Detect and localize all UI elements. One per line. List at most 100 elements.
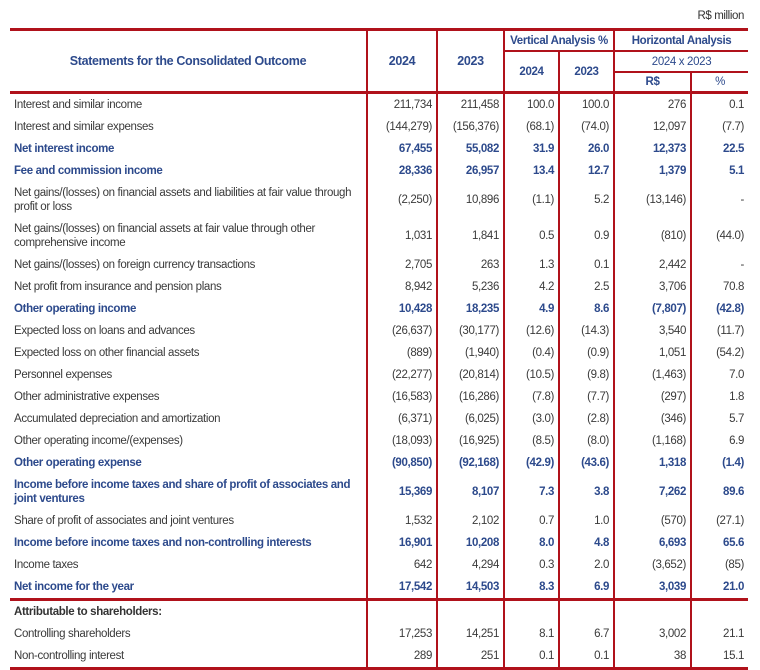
vertical-2024-cell: 8.3 <box>503 576 559 600</box>
table-row: Other administrative expenses (16,583) (16… <box>10 386 749 408</box>
value-2024-cell: 17,542 <box>366 576 437 600</box>
vertical-2023-cell: 6.7 <box>557 623 615 645</box>
vertical-2024-cell: 8.1 <box>503 623 559 645</box>
value-2023-cell: 10,896 <box>436 182 504 218</box>
row-label: Net interest income <box>14 143 115 155</box>
vertical-2024-cell: 100.0 <box>503 92 559 116</box>
vertical-2023-cell: 4.8 <box>557 532 615 554</box>
value-2024-cell: 642 <box>366 554 437 576</box>
vertical-2024-cell: (7.8) <box>503 386 559 408</box>
horizontal-rs-cell: (3,652) <box>613 554 692 576</box>
horizontal-rs-cell: (1,168) <box>613 430 692 452</box>
table-row: Expected loss on loans and advances (26,6… <box>10 320 749 342</box>
unit-label: R$ million <box>697 10 745 22</box>
value-2023-cell: 211,458 <box>436 92 504 116</box>
row-label: Income before income taxes and non-contr… <box>14 537 312 549</box>
value-2023-cell: 251 <box>436 645 504 670</box>
vertical-2023-cell: 2.0 <box>557 554 615 576</box>
value-2023-cell: (1,940) <box>436 342 504 364</box>
table-row: Net gains/(losses) on foreign currency t… <box>10 254 749 276</box>
vertical-2024-cell: 1.3 <box>503 254 559 276</box>
value-2023-cell: 18,235 <box>436 298 504 320</box>
table-row: Net interest income 67,455 55,082 31.9 26.0 1… <box>10 138 749 160</box>
vertical-2024-cell: (0.4) <box>503 342 559 364</box>
vertical-2024-cell: (10.5) <box>503 364 559 386</box>
vertical-2024-cell: 0.5 <box>503 218 559 254</box>
horizontal-rs-cell: (346) <box>613 408 692 430</box>
row-label: Other operating income <box>14 303 137 315</box>
vertical-2024-cell: (12.6) <box>503 320 559 342</box>
horizontal-pct-cell: 5.7 <box>690 408 749 430</box>
value-2024-cell: 1,532 <box>366 510 437 532</box>
horizontal-pct-cell: 21.0 <box>690 576 749 600</box>
horizontal-pct-cell: 15.1 <box>690 645 749 670</box>
horizontal-pct-cell: 22.5 <box>690 138 749 160</box>
value-2024-cell: 28,336 <box>366 160 437 182</box>
horizontal-pct-cell: (44.0) <box>690 218 749 254</box>
row-label: Non-controlling interest <box>10 645 367 670</box>
table-row: Expected loss on other financial assets (… <box>10 342 749 364</box>
value-2024-cell: (90,850) <box>366 452 437 474</box>
value-2024-cell: 15,369 <box>366 474 437 510</box>
vertical-2023-cell: 12.7 <box>557 160 615 182</box>
value-2023-cell: 4,294 <box>436 554 504 576</box>
vertical-2024-cell <box>503 598 559 623</box>
horizontal-rs-cell: (13,146) <box>613 182 692 218</box>
value-2023-cell: (20,814) <box>436 364 504 386</box>
value-2023-cell: (156,376) <box>436 116 504 138</box>
value-2024-cell: 17,253 <box>366 623 437 645</box>
table-row: Net gains/(losses) on financial assets a… <box>10 182 749 218</box>
table-row: Net profit from insurance and pension pl… <box>10 276 749 298</box>
horizontal-rs-cell: 38 <box>613 645 692 670</box>
value-2024-cell <box>366 598 437 623</box>
value-2023-cell: 14,251 <box>436 623 504 645</box>
row-label: Income before income taxes and share of … <box>14 479 351 505</box>
vertical-2023-cell: 2.5 <box>557 276 615 298</box>
vertical-2023-cell <box>557 598 615 623</box>
table-row: Interest and similar expenses (144,279) (1… <box>10 116 749 138</box>
row-label: Controlling shareholders <box>14 628 131 640</box>
vertical-2023-cell: (0.9) <box>557 342 615 364</box>
value-2023-cell: (6,025) <box>436 408 504 430</box>
horizontal-pct-cell: - <box>690 182 749 218</box>
table-row: Other operating income/(expenses) (18,093… <box>10 430 749 452</box>
value-2023-cell: 8,107 <box>436 474 504 510</box>
row-label: Net gains/(losses) on financial assets a… <box>14 223 315 249</box>
horizontal-rs-cell: 276 <box>613 92 692 116</box>
value-2023-cell: (30,177) <box>436 320 504 342</box>
vertical-2024-cell: 0.7 <box>503 510 559 532</box>
value-2024-cell: 16,901 <box>366 532 437 554</box>
horizontal-rs-cell: 3,039 <box>613 576 692 600</box>
horizontal-pct-cell: (42.8) <box>690 298 749 320</box>
horizontal-rs-cell: (7,807) <box>613 298 692 320</box>
horizontal-rs-cell: 3,706 <box>613 276 692 298</box>
vertical-2023-cell: 0.1 <box>557 645 615 670</box>
row-label: Other operating expense <box>14 457 142 469</box>
row-label: Income taxes <box>14 559 79 571</box>
row-label: Other operating income/(expenses) <box>14 435 183 447</box>
horizontal-pct-cell: (1.4) <box>690 452 749 474</box>
col-header-horizontal-period: 2024 x 2023 <box>613 51 749 73</box>
vertical-2024-cell: 8.0 <box>503 532 559 554</box>
value-2024-cell: (22,277) <box>366 364 437 386</box>
vertical-2024-cell: (68.1) <box>503 116 559 138</box>
table-row: Personnel expenses (22,277) (20,814) (10.5)… <box>10 364 749 386</box>
horizontal-pct-cell: 5.1 <box>690 160 749 182</box>
value-2024-cell: (16,583) <box>366 386 437 408</box>
value-2024-cell: 10,428 <box>366 298 437 320</box>
value-2023-cell: 14,503 <box>436 576 504 600</box>
col-header-horizontal-rs: R$ <box>613 72 692 94</box>
vertical-2023-cell: 3.8 <box>557 474 615 510</box>
horizontal-pct-cell: (54.2) <box>690 342 749 364</box>
vertical-2024-cell: 31.9 <box>503 138 559 160</box>
row-label: Other administrative expenses <box>14 391 160 403</box>
vertical-2024-cell: 4.9 <box>503 298 559 320</box>
col-header-vertical-2023: 2023 <box>557 51 615 94</box>
horizontal-rs-cell: 7,262 <box>613 474 692 510</box>
vertical-2023-cell: 6.9 <box>557 576 615 600</box>
table-row: Income taxes 642 4,294 0.3 2.0 (3,652) (85) <box>10 554 749 576</box>
value-2023-cell: (16,925) <box>436 430 504 452</box>
vertical-2023-cell: 0.1 <box>557 254 615 276</box>
table-row: Controlling shareholders 17,253 14,251 8.1 6… <box>10 623 749 645</box>
horizontal-pct-cell: 0.1 <box>690 92 749 116</box>
